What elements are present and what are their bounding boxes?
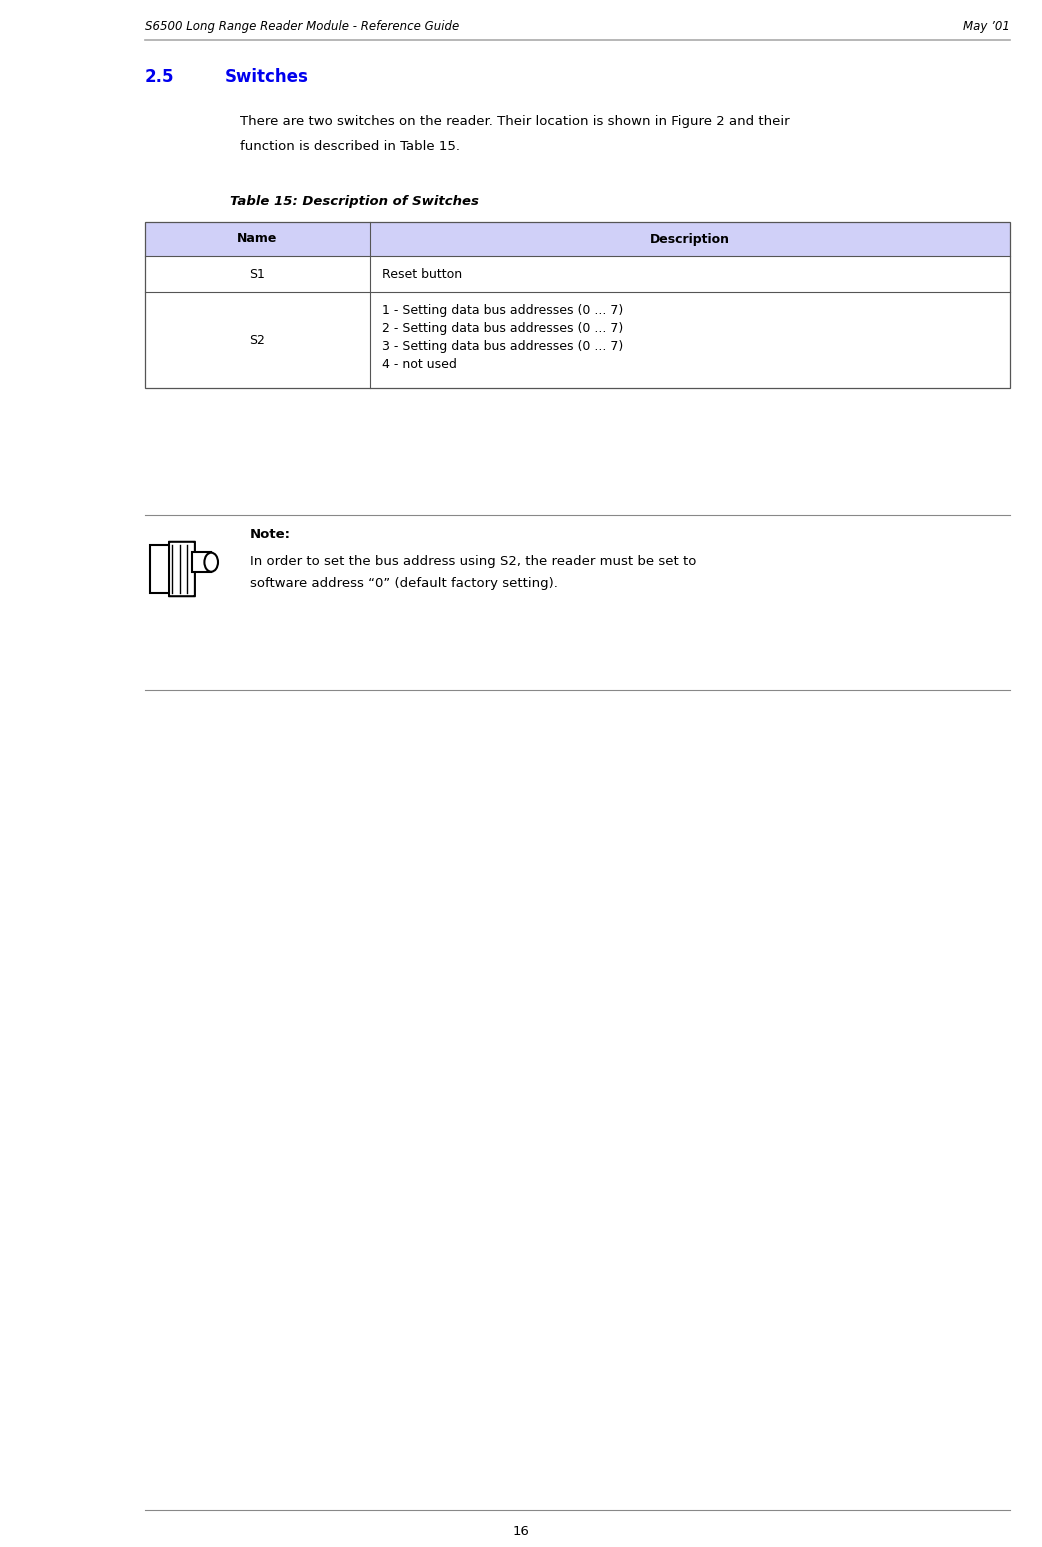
Text: software address “0” (default factory setting).: software address “0” (default factory se…	[250, 577, 557, 589]
Text: May ’01: May ’01	[963, 20, 1010, 32]
Text: In order to set the bus address using S2, the reader must be set to: In order to set the bus address using S2…	[250, 555, 696, 568]
Text: S6500 Long Range Reader Module - Reference Guide: S6500 Long Range Reader Module - Referen…	[145, 20, 460, 32]
Text: There are two switches on the reader. Their location is shown in Figure 2 and th: There are two switches on the reader. Th…	[240, 114, 790, 128]
Bar	[145, 223, 1010, 388]
FancyBboxPatch shape	[169, 541, 195, 596]
Text: 16: 16	[513, 1525, 529, 1538]
Bar	[192, 552, 212, 572]
Text: Table 15: Description of Switches: Table 15: Description of Switches	[230, 195, 479, 207]
Text: 2.5: 2.5	[145, 68, 174, 87]
Text: 4 - not used: 4 - not used	[382, 357, 456, 371]
Text: 1 - Setting data bus addresses (0 ... 7): 1 - Setting data bus addresses (0 ... 7)	[382, 305, 623, 317]
Text: Reset button: Reset button	[382, 268, 462, 280]
Text: Description: Description	[650, 232, 730, 246]
Text: function is described in Table 15.: function is described in Table 15.	[240, 139, 460, 153]
Bar	[145, 223, 1010, 255]
Bar	[150, 545, 172, 593]
Ellipse shape	[204, 552, 218, 572]
Text: 2 - Setting data bus addresses (0 ... 7): 2 - Setting data bus addresses (0 ... 7)	[382, 322, 623, 336]
Text: Note:: Note:	[250, 528, 291, 541]
Text: S2: S2	[249, 334, 266, 347]
Text: 3 - Setting data bus addresses (0 ... 7): 3 - Setting data bus addresses (0 ... 7)	[382, 340, 623, 353]
Text: Switches: Switches	[225, 68, 308, 87]
Text: Name: Name	[238, 232, 277, 246]
Text: S1: S1	[249, 268, 266, 280]
